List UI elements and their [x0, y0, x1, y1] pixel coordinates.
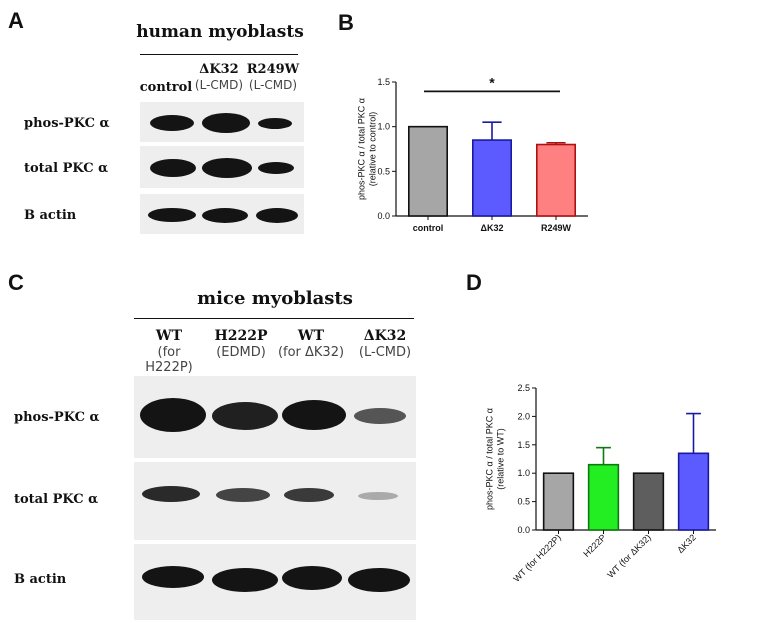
band	[258, 162, 294, 174]
lane-header-dk32-c: ΔK32 (L-CMD)	[350, 328, 420, 360]
lane-subtitle: (for H222P)	[145, 344, 193, 376]
panel-letter-a: A	[8, 8, 24, 33]
band	[212, 402, 278, 430]
y-tick-label: 2.5	[517, 383, 530, 393]
y-tick-label: 1.0	[517, 468, 530, 478]
lane-header-r249w: R249W (L-CMD)	[244, 62, 302, 92]
row-label-total-c: total PKC α	[14, 492, 99, 507]
band	[202, 158, 252, 178]
row-label-total-a: total PKC α	[24, 161, 109, 176]
blot-strip-actin-a	[140, 194, 304, 234]
row-label-actin-c: B actin	[14, 572, 67, 587]
y-tick-label: 2.0	[517, 411, 530, 421]
x-tick-label: ΔK32	[675, 532, 698, 555]
bar	[587, 463, 620, 531]
title-underline-c	[134, 318, 414, 319]
y-tick-label: 1.5	[517, 440, 530, 450]
band	[142, 486, 200, 502]
bar	[472, 139, 513, 217]
y-tick-label: 0.5	[377, 166, 390, 176]
band	[212, 568, 278, 592]
y-axis-label: phos-PKC α / total PKC α(relative to WT)	[485, 408, 506, 510]
bar	[536, 143, 577, 217]
band	[358, 492, 398, 500]
lane-name: R249W	[246, 62, 300, 77]
lane-subtitle: (L-CMD)	[248, 77, 298, 92]
blot-strip-total-a	[140, 146, 304, 188]
lane-name: control	[139, 80, 193, 95]
row-label-phos-a: phos-PKC α	[24, 116, 110, 131]
lane-name: WT	[155, 328, 183, 344]
x-tick-label: WT (for H222P)	[511, 532, 563, 584]
y-axis-label: phos-PKC α / total PKC α(relative to con…	[357, 98, 378, 200]
band	[256, 208, 298, 223]
band	[202, 113, 250, 133]
x-tick-label: ΔK32	[481, 223, 504, 233]
row-label-actin-a: B actin	[24, 208, 77, 223]
x-tick-label: H222P	[581, 532, 608, 559]
band	[284, 488, 334, 502]
x-tick-label: control	[413, 223, 444, 233]
lane-header-wt-h222p: WT (for H222P)	[132, 328, 206, 376]
lane-subtitle: (EDMD)	[216, 344, 266, 360]
bar-chart-d: 0.0 0.5 1.0 1.5 2.0 2.5 phos-PKC α / total PKC…	[485, 383, 716, 584]
y-tick-label: 0.0	[517, 525, 530, 535]
band	[348, 568, 410, 592]
panel-letter-c: C	[8, 270, 24, 295]
band	[282, 566, 342, 590]
bar	[542, 472, 575, 531]
band	[150, 115, 194, 131]
y-tick-label: 1.0	[377, 122, 390, 132]
band	[354, 408, 406, 424]
y-tick-label: 1.5	[377, 77, 390, 87]
significance-label: *	[489, 74, 495, 90]
lane-subtitle: (for ΔK32)	[277, 344, 345, 360]
blot-strip-phos-c	[134, 376, 416, 458]
x-tick-label: R249W	[541, 223, 572, 233]
lane-name: ΔK32	[199, 62, 239, 77]
y-tick-label: 0.0	[377, 211, 390, 221]
bar-chart-b: 0.0 0.5 1.0 1.5 phos-PKC α / total PKC α(rel…	[357, 74, 588, 233]
bar	[677, 452, 710, 531]
blot-title-c: mice myoblasts	[197, 288, 353, 309]
band	[216, 488, 270, 502]
band	[150, 159, 196, 177]
blot-title-a: human myoblasts	[136, 22, 304, 42]
band	[148, 208, 196, 222]
band	[258, 118, 292, 129]
title-underline-a	[140, 54, 298, 55]
panel-letter-d: D	[466, 270, 482, 295]
blot-strip-phos-a	[140, 102, 304, 142]
blot-strip-total-c	[134, 462, 416, 540]
lane-header-wt-dk32: WT (for ΔK32)	[274, 328, 348, 360]
band	[282, 400, 346, 430]
lane-header-control: control	[136, 62, 196, 96]
bar	[408, 125, 449, 217]
lane-subtitle: (L-CMD)	[358, 344, 412, 360]
band	[202, 208, 248, 223]
band	[142, 566, 204, 588]
y-tick-label: 0.5	[517, 497, 530, 507]
lane-name: WT	[297, 328, 325, 344]
blot-strip-actin-c	[134, 544, 416, 620]
lane-name: ΔK32	[363, 328, 407, 344]
bar	[632, 472, 665, 531]
lane-subtitle: (L-CMD)	[194, 77, 244, 92]
panel-letter-b: B	[338, 10, 354, 35]
x-tick-label: WT (for ΔK32)	[605, 532, 653, 580]
row-label-phos-c: phos-PKC α	[14, 410, 100, 425]
band	[140, 398, 206, 432]
lane-header-h222p: H222P (EDMD)	[208, 328, 274, 360]
lane-header-dk32: ΔK32 (L-CMD)	[190, 62, 248, 92]
lane-name: H222P	[214, 328, 268, 344]
